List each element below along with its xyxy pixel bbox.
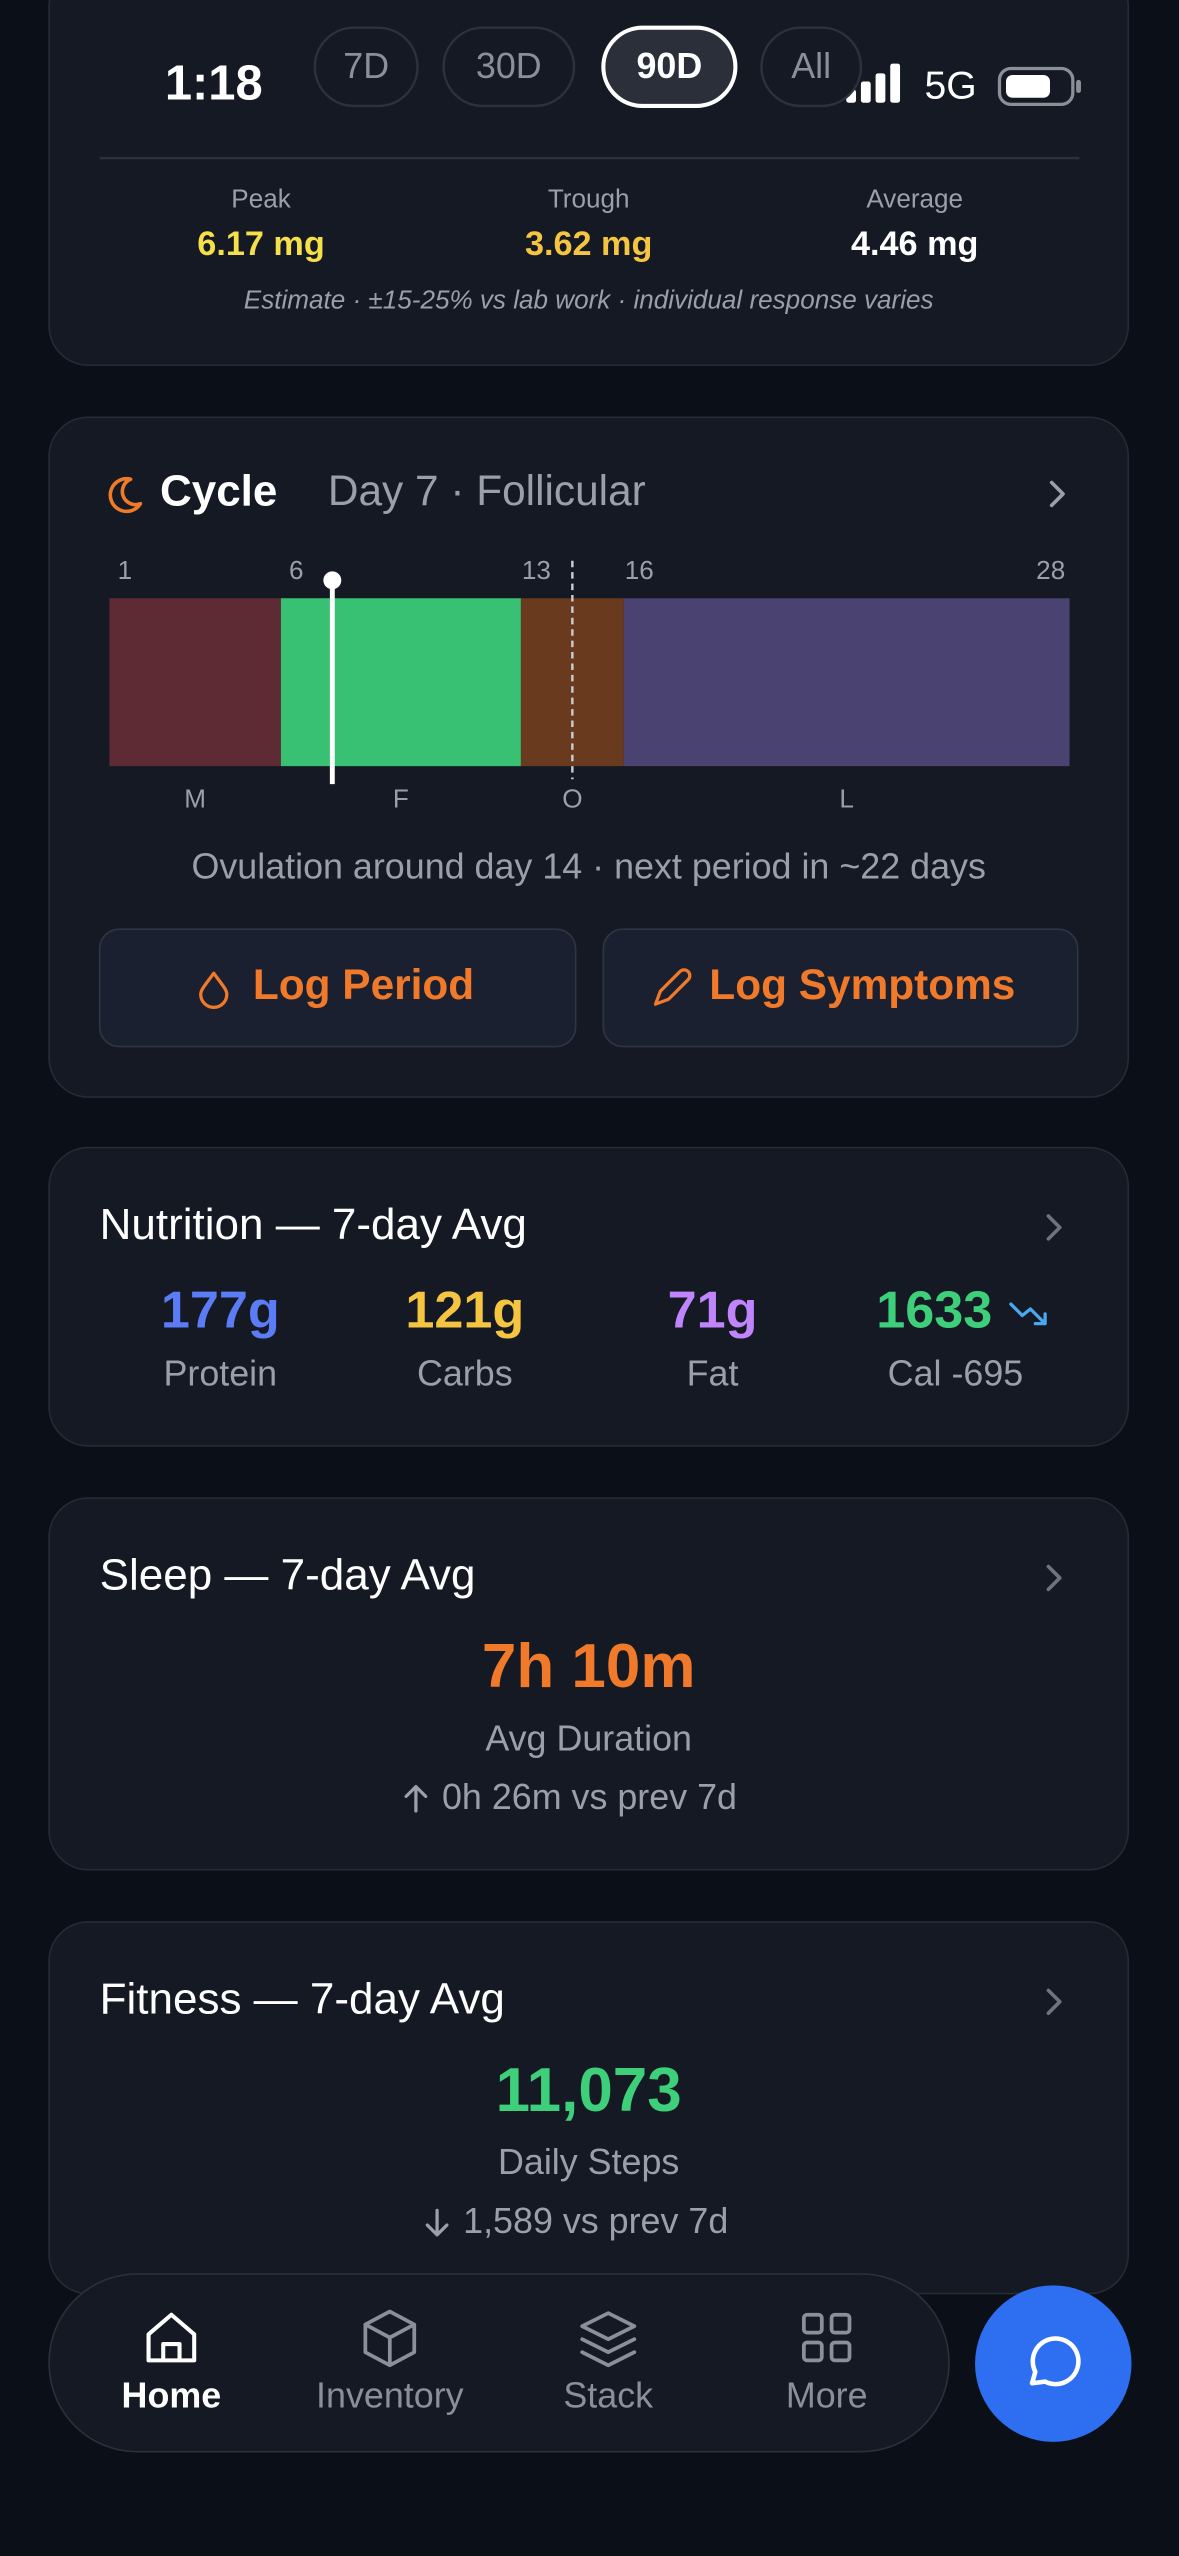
- log-period-button[interactable]: [98, 928, 577, 1048]
- chevron[interactable]: [1049, 480, 1065, 508]
- macro-label: Fat: [687, 1353, 739, 1393]
- chat-icon: [1029, 2336, 1081, 2387]
- nav-label[interactable]: Inventory: [316, 2375, 464, 2415]
- log-period-label[interactable]: Log Period: [253, 961, 474, 1008]
- cycle-day-tick: 6: [289, 555, 304, 585]
- stat-value: 4.46 mg: [851, 225, 978, 263]
- nutrition-title: Nutrition — 7-day Avg: [100, 1200, 527, 1249]
- cycle-day-tick: 28: [1036, 555, 1065, 585]
- fitness-label: Daily Steps: [498, 2142, 679, 2182]
- tab-bar: [48, 2273, 950, 2453]
- cycle-phase: [109, 598, 281, 767]
- cycle-status: Day 7 · Follicular: [328, 467, 646, 514]
- sleep-value: 7h 10m: [482, 1632, 695, 1701]
- chat-button[interactable]: [975, 2285, 1132, 2442]
- chevron[interactable]: [1046, 1564, 1062, 1592]
- cycle-phase: [623, 598, 1070, 767]
- cycle-phase-label: O: [562, 783, 582, 813]
- chevron[interactable]: [1046, 1214, 1062, 1241]
- cycle-day-tick: 16: [625, 555, 654, 585]
- status-network: 5G: [924, 64, 976, 107]
- today-dot: [323, 571, 342, 590]
- range-tab[interactable]: [442, 26, 576, 108]
- nav-label[interactable]: Home: [122, 2375, 222, 2415]
- sleep-title: Sleep — 7-day Avg: [100, 1551, 476, 1600]
- range-tab[interactable]: [760, 26, 863, 108]
- range-tab[interactable]: [313, 26, 419, 108]
- stack-icon: [580, 2311, 637, 2368]
- signal-icon: [846, 63, 901, 103]
- pencil-icon: [653, 968, 692, 1006]
- sleep-card[interactable]: [48, 1497, 1130, 1871]
- range-tab-label: 30D: [476, 46, 542, 86]
- inventory-icon: [363, 2309, 417, 2368]
- drop-icon: [199, 971, 229, 1010]
- more-icon: [801, 2312, 852, 2363]
- range-tab[interactable]: [601, 25, 738, 108]
- log-symptoms-label[interactable]: Log Symptoms: [709, 961, 1015, 1008]
- chevron[interactable]: [1046, 1988, 1062, 2015]
- status-time: 1:18: [165, 56, 263, 110]
- cycle-phase-label: M: [184, 783, 206, 813]
- arrow-down-icon: [425, 2208, 449, 2237]
- cycle-day-tick: 1: [118, 555, 133, 585]
- cycle-title: Cycle: [160, 467, 277, 516]
- stat-label: Trough: [548, 183, 630, 213]
- fitness-value: 11,073: [496, 2056, 682, 2125]
- home-icon: [146, 2312, 197, 2363]
- nutrition-card[interactable]: [48, 1146, 1130, 1447]
- nav-label[interactable]: Stack: [563, 2375, 653, 2415]
- cycle-phase-label: F: [393, 783, 409, 813]
- macro-label: Carbs: [417, 1353, 513, 1393]
- cycle-day-tick: 13: [522, 555, 551, 585]
- log-symptoms-button[interactable]: [602, 928, 1079, 1048]
- sleep-label: Avg Duration: [485, 1718, 692, 1758]
- stat-value: 3.62 mg: [525, 225, 652, 263]
- macro-value: 177g: [161, 1282, 280, 1340]
- macro-label: Protein: [163, 1353, 277, 1393]
- stat-label: Peak: [231, 183, 291, 213]
- levels-note: Estimate · ±15-25% vs lab work · individ…: [244, 284, 934, 314]
- fitness-title: Fitness — 7-day Avg: [100, 1974, 505, 2023]
- sleep-change: 0h 26m vs prev 7d: [442, 1777, 737, 1817]
- cycle-phase: [280, 598, 521, 767]
- cycle-phase-label: L: [839, 783, 854, 813]
- stat-value: 6.17 mg: [197, 225, 324, 263]
- trend-down-icon: [1009, 1302, 1047, 1326]
- range-tab-label: All: [791, 46, 831, 86]
- fitness-change: 1,589 vs prev 7d: [463, 2201, 728, 2241]
- arrow-up-icon: [404, 1784, 428, 1813]
- macro-label: Cal -695: [888, 1353, 1024, 1393]
- cycle-summary: Ovulation around day 14 · next period in…: [191, 846, 985, 886]
- levels-card: [48, 0, 1130, 366]
- range-tab-label: 90D: [636, 46, 702, 86]
- macro-value: 1633: [876, 1282, 992, 1340]
- range-tab-label: 7D: [343, 46, 389, 86]
- stat-label: Average: [866, 183, 963, 213]
- macro-value: 121g: [405, 1282, 524, 1340]
- nav-label[interactable]: More: [786, 2375, 868, 2415]
- moon-icon: [108, 476, 143, 514]
- battery-icon: [997, 66, 1081, 106]
- macro-value: 71g: [668, 1282, 758, 1340]
